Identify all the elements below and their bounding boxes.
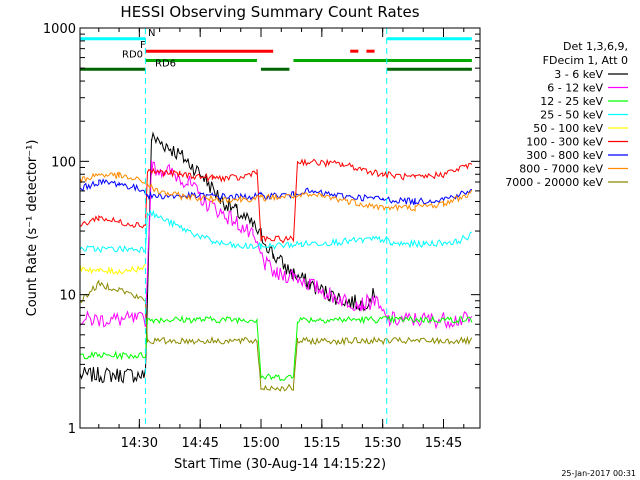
footer-date: 25-Jan-2017 00:31: [561, 469, 636, 478]
x-axis-label: Start Time (30-Aug-14 14:15:22): [174, 457, 386, 472]
flag-label-n: N: [148, 28, 155, 39]
x-tick-label: 15:45: [425, 436, 462, 451]
series-line-6: [79, 158, 473, 244]
legend-header: FDecim 1, Att 0: [543, 54, 628, 67]
legend-label-8: 800 - 7000 keV: [519, 163, 603, 176]
chart-title: HESSI Observing Summary Count Rates: [120, 3, 419, 21]
legend-label-6: 100 - 300 keV: [526, 136, 603, 149]
axes: 1 10 100 1000 14:30 14:45 15:00 15:15 15:30 15:45: [43, 22, 481, 451]
legend-label-2: 6 - 12 keV: [547, 82, 603, 95]
series-line-3: [79, 314, 473, 382]
x-tick-label: 14:30: [121, 436, 158, 451]
y-tick-label: 1: [68, 422, 76, 437]
series-line-9: [79, 279, 473, 392]
legend-label-1: 3 - 6 keV: [554, 68, 603, 81]
series-line-2: [79, 160, 473, 330]
x-tick-label: 15:00: [242, 436, 279, 451]
plot-frame: [79, 27, 481, 429]
flag-label-rd6: RD6: [155, 58, 176, 69]
flag-label-rd0: RD0: [122, 50, 143, 61]
y-tick-label: 100: [51, 155, 76, 170]
x-tick-label: 14:45: [181, 436, 218, 451]
legend-label-5: 50 - 100 keV: [533, 122, 603, 135]
y-tick-label: 1000: [43, 22, 76, 37]
x-tick-label: 15:30: [364, 436, 401, 451]
x-tick-label: 15:15: [303, 436, 340, 451]
series-layer: [79, 131, 473, 392]
series-line-1: [79, 131, 376, 384]
legend-label-7: 300 - 800 keV: [526, 149, 603, 162]
y-axis-label: Count Rate (s⁻¹ detector⁻¹): [25, 140, 40, 317]
series-line-5: [79, 263, 146, 276]
legend-label-4: 25 - 50 keV: [540, 109, 603, 122]
legend-label-3: 12 - 25 keV: [540, 95, 603, 108]
y-tick-label: 10: [59, 289, 76, 304]
flag-label-f: F: [140, 40, 146, 51]
legend-label-9: 7000 - 20000 keV: [505, 176, 603, 189]
series-line-8: [79, 171, 473, 212]
series-line-4: [79, 209, 472, 254]
eclipse-markers: [144, 28, 388, 428]
legend-header: Det 1,3,6,9,: [563, 40, 628, 53]
